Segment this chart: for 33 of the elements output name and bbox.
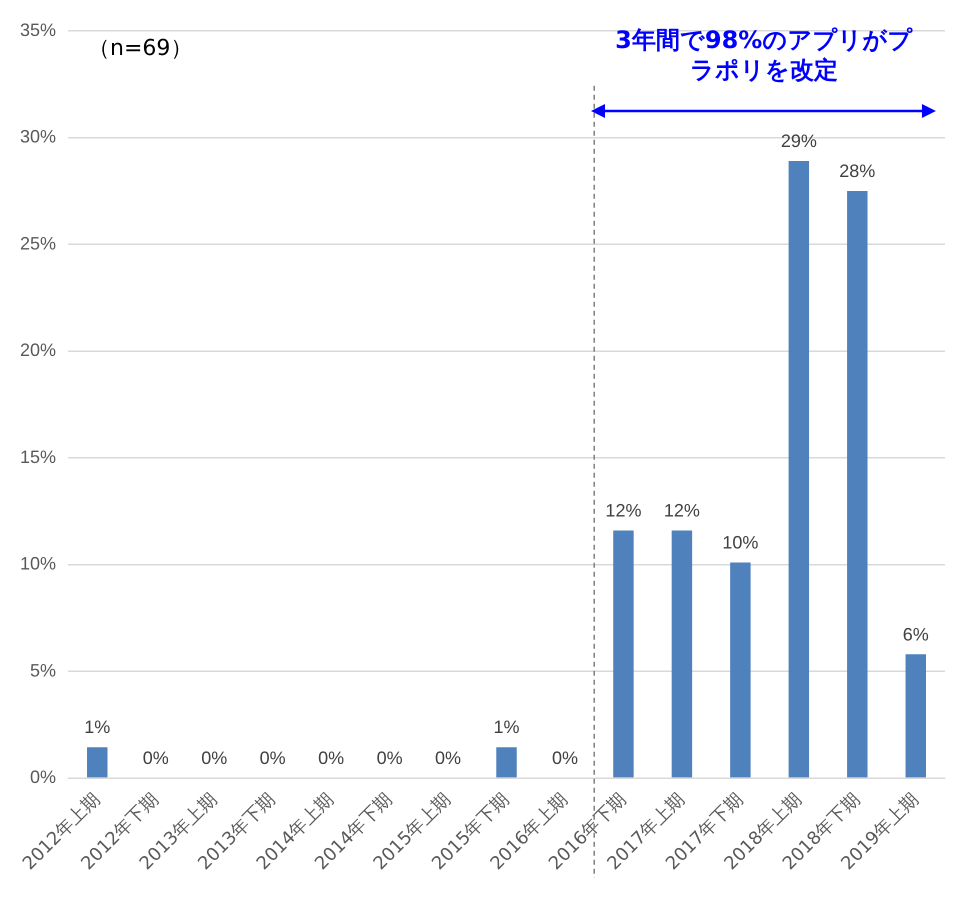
data-label: 1%	[84, 717, 110, 738]
data-label: 28%	[839, 160, 876, 181]
y-tick-label: 25%	[20, 233, 56, 254]
data-label: 10%	[722, 532, 758, 552]
bar	[788, 161, 810, 778]
annotation: 3年間で98%のアプリがプラポリを改定	[614, 24, 914, 85]
bar	[906, 654, 926, 778]
data-label: 0%	[552, 748, 578, 768]
bar	[730, 562, 751, 778]
y-tick-label: 0%	[30, 767, 56, 788]
y-tick-label: 35%	[20, 20, 56, 40]
bar	[613, 530, 634, 778]
bar	[847, 190, 868, 778]
data-label: 6%	[902, 624, 929, 644]
data-label: 0%	[318, 748, 344, 768]
data-label: 12%	[664, 500, 700, 520]
data-label: 29%	[780, 131, 817, 152]
data-label: 12%	[605, 500, 642, 520]
y-tick-label: 5%	[30, 660, 56, 680]
y-tick-label: 20%	[20, 340, 56, 360]
data-label: 0%	[201, 748, 228, 768]
data-label: 0%	[260, 748, 286, 768]
data-label: 0%	[142, 748, 169, 768]
data-label: 0%	[435, 748, 462, 768]
y-tick-label: 15%	[20, 446, 56, 467]
bar	[496, 747, 517, 778]
data-label: 1%	[494, 717, 520, 738]
y-tick-label: 10%	[20, 554, 56, 574]
data-label: 0%	[376, 748, 403, 768]
bar	[87, 747, 108, 778]
y-tick-label: 30%	[20, 126, 56, 147]
bar	[672, 530, 692, 778]
annotation: （n=69）	[88, 34, 192, 63]
